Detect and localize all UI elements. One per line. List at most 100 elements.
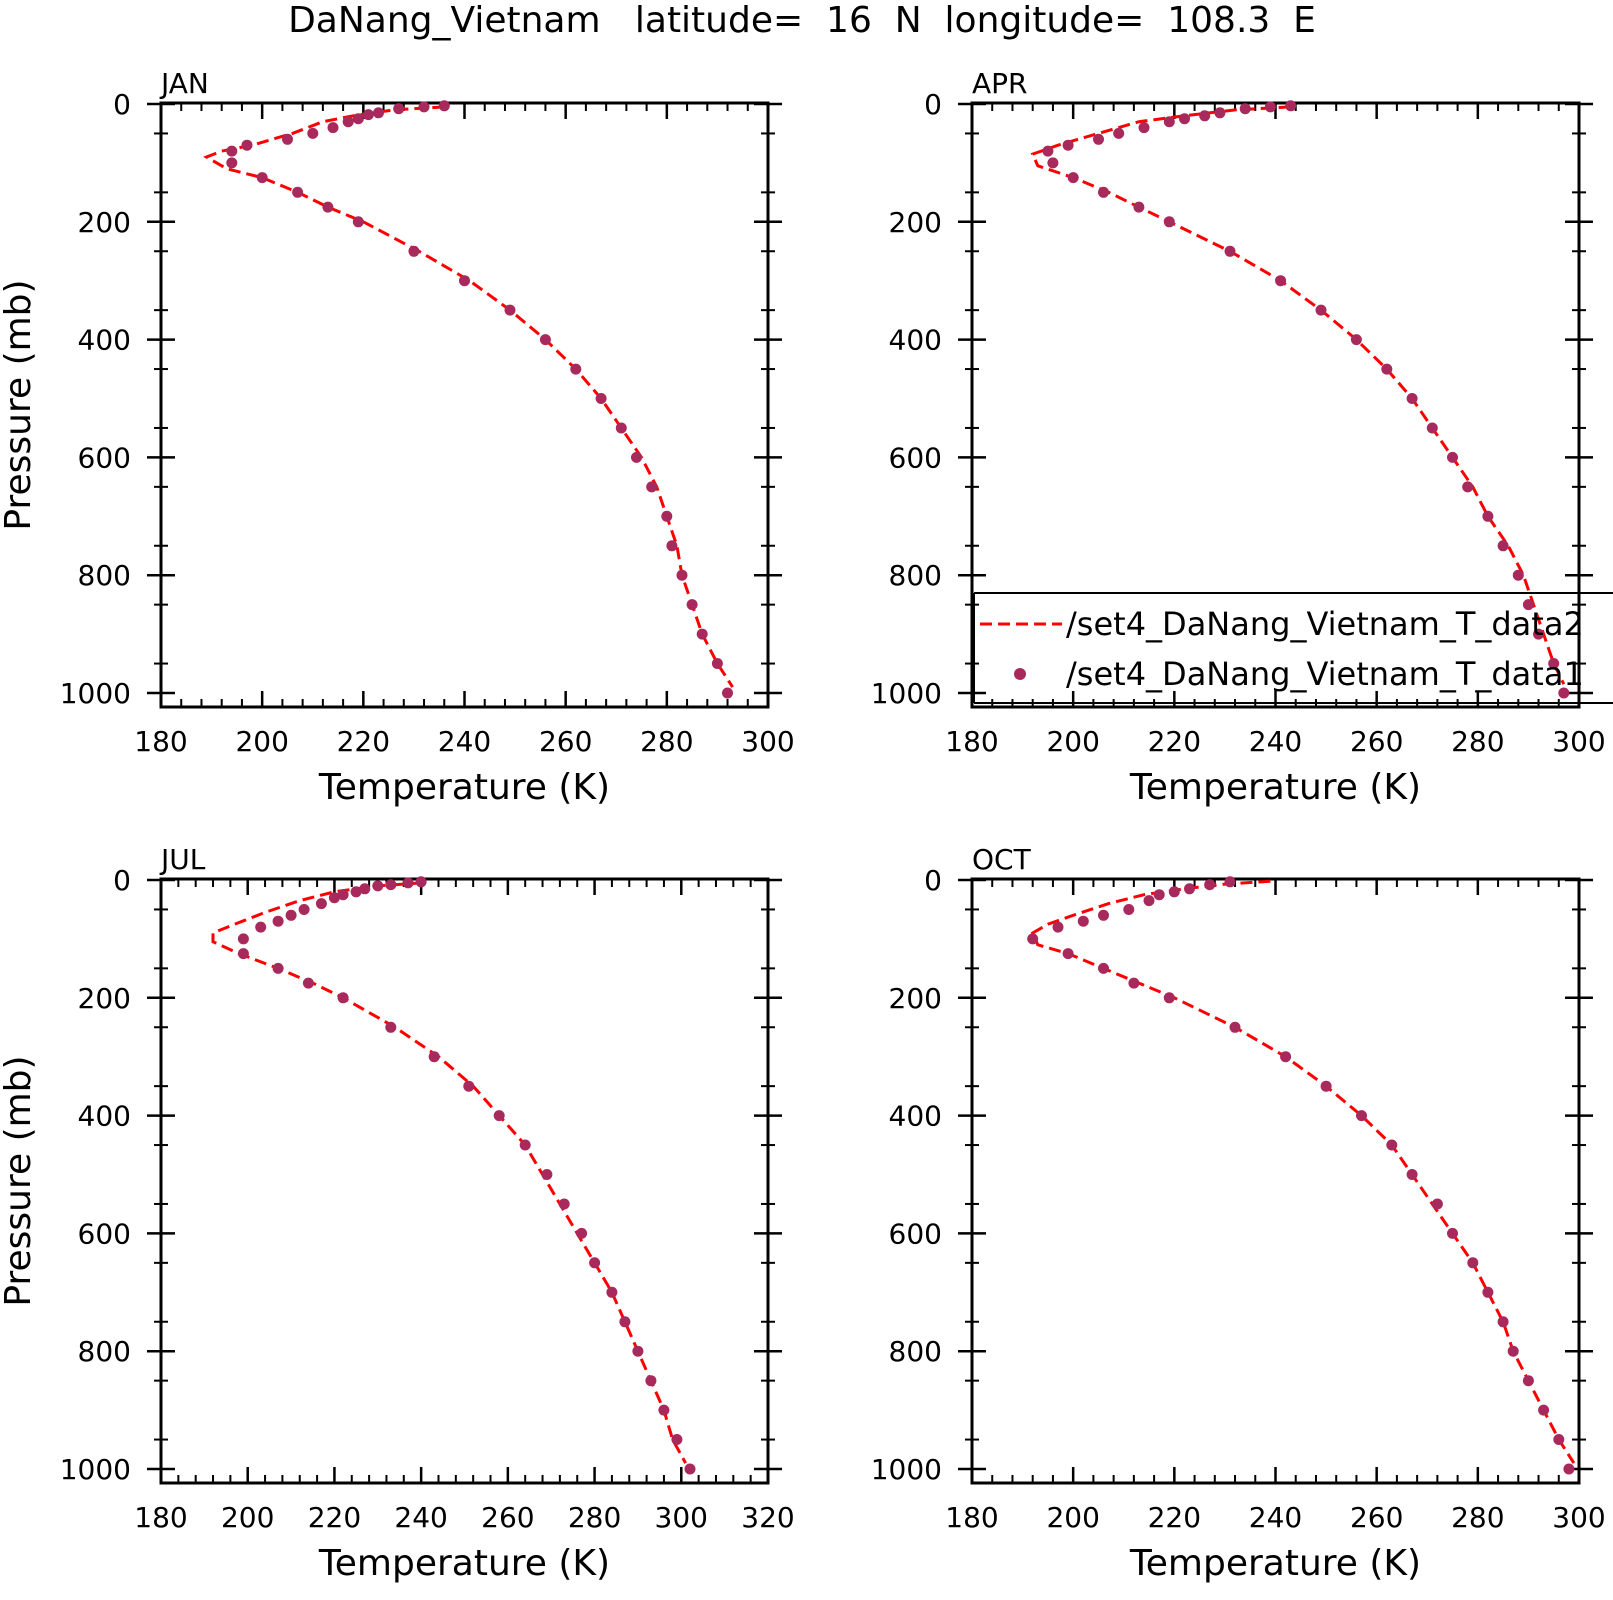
x-tick-label: 200 — [1046, 1501, 1099, 1534]
obs-point — [1406, 1169, 1418, 1180]
y-tick-label: 800 — [78, 559, 131, 592]
obs-point — [1431, 1198, 1443, 1210]
obs-point — [558, 1198, 570, 1210]
x-tick-label: 180 — [134, 725, 187, 758]
obs-point — [1553, 1434, 1565, 1445]
obs-point — [1512, 569, 1524, 581]
x-tick-label: 180 — [134, 1501, 187, 1534]
obs-point — [1062, 948, 1074, 960]
x-axis-label: Temperature (K) — [1129, 1543, 1421, 1584]
obs-point — [385, 1021, 397, 1033]
plot-frame — [159, 877, 770, 1485]
obs-point — [1143, 895, 1155, 907]
obs-point — [285, 909, 297, 921]
obs-point — [1497, 1316, 1509, 1328]
obs-point — [676, 569, 688, 581]
panel-label: APR — [972, 67, 1028, 100]
plot-frame — [159, 101, 770, 709]
x-axis-label: Temperature (K) — [1129, 767, 1421, 808]
obs-point — [352, 216, 364, 228]
obs-point — [408, 245, 420, 257]
obs-point — [1077, 915, 1089, 927]
obs-point — [722, 687, 733, 699]
obs-point — [1482, 510, 1494, 522]
obs-point — [1133, 201, 1145, 213]
obs-point — [463, 1080, 475, 1092]
obs-point — [1098, 186, 1109, 198]
obs-point — [1280, 1051, 1292, 1063]
obs-point — [428, 1051, 440, 1063]
plot-frame — [970, 877, 1581, 1485]
obs-point — [1406, 393, 1418, 404]
obs-point — [684, 1463, 696, 1475]
obs-point — [1163, 992, 1175, 1004]
x-tick-label: 260 — [481, 1501, 534, 1534]
obs-point — [1168, 886, 1180, 898]
obs-point — [1067, 172, 1079, 184]
obs-point — [1285, 100, 1297, 112]
y-tick-label: 800 — [78, 1335, 131, 1368]
obs-point — [337, 992, 349, 1004]
obs-point — [1042, 145, 1054, 157]
y-tick-label: 400 — [78, 324, 131, 357]
obs-point — [1467, 1257, 1479, 1269]
y-tick-label: 400 — [78, 1100, 131, 1133]
obs-point — [1275, 275, 1287, 287]
obs-point — [645, 1375, 657, 1387]
x-tick-label: 280 — [1451, 1501, 1504, 1534]
y-tick-label: 800 — [889, 559, 942, 592]
obs-point — [1315, 304, 1327, 316]
x-tick-label: 260 — [1350, 725, 1403, 758]
obs-point — [1538, 1404, 1550, 1416]
x-tick-label: 280 — [1451, 725, 1504, 758]
x-tick-label: 300 — [1552, 725, 1605, 758]
obs-point — [711, 658, 723, 669]
obs-point — [337, 889, 349, 901]
legend-dot-swatch — [1014, 668, 1026, 680]
obs-point — [241, 139, 253, 151]
x-tick-label: 180 — [945, 725, 998, 758]
y-axis-label: Pressure (mb) — [0, 1055, 39, 1306]
x-tick-label: 300 — [741, 725, 794, 758]
obs-point — [1447, 451, 1458, 463]
obs-point — [646, 481, 658, 493]
obs-point — [315, 898, 327, 910]
obs-point — [322, 201, 334, 213]
x-axis-label: Temperature (K) — [318, 1543, 610, 1584]
panel-jul: JUL 180 200 220 240 260 280 300 320 0 200 400 600 800… — [0, 843, 795, 1584]
obs-point — [1426, 422, 1438, 434]
figure-title: DaNang_Vietnam latitude= 16 N longitude=… — [288, 0, 1316, 41]
obs-point — [372, 880, 384, 892]
obs-point — [1229, 1021, 1241, 1033]
panel-apr: APR 180 200 220 240 260 280 300 0 200 400 600 800 100… — [871, 67, 1606, 808]
obs-point — [1184, 883, 1195, 895]
obs-point — [1027, 933, 1039, 945]
x-tick-label: 240 — [1249, 1501, 1302, 1534]
x-tick-label: 240 — [1249, 725, 1302, 758]
obs-point — [1138, 122, 1150, 134]
y-tick-label: 0 — [924, 864, 942, 897]
obs-point — [438, 100, 450, 112]
panel-label: JUL — [159, 843, 206, 876]
obs-point — [519, 1139, 531, 1151]
panel-jan: JAN 180 200 220 240 260 280 300 0 200 400 600 800 100… — [0, 67, 795, 808]
obs-point — [226, 157, 238, 169]
obs-point — [615, 422, 627, 434]
obs-point — [1052, 921, 1064, 933]
obs-point — [595, 393, 607, 404]
obs-point — [1320, 1080, 1332, 1092]
obs-point — [1224, 245, 1236, 257]
obs-point — [393, 103, 405, 115]
obs-point — [1447, 1227, 1458, 1239]
obs-point — [307, 127, 319, 139]
y-tick-label: 1000 — [871, 677, 942, 710]
obs-point — [1563, 1463, 1575, 1475]
obs-point — [1204, 879, 1216, 891]
obs-point — [576, 1227, 588, 1239]
y-tick-label: 600 — [78, 1217, 131, 1250]
legend: /set4_DaNang_Vietnam_T_data2/set4_DaNang… — [973, 592, 1613, 704]
obs-point — [272, 915, 284, 927]
obs-point — [292, 186, 304, 198]
obs-point — [1199, 110, 1211, 122]
x-tick-label: 280 — [640, 725, 693, 758]
